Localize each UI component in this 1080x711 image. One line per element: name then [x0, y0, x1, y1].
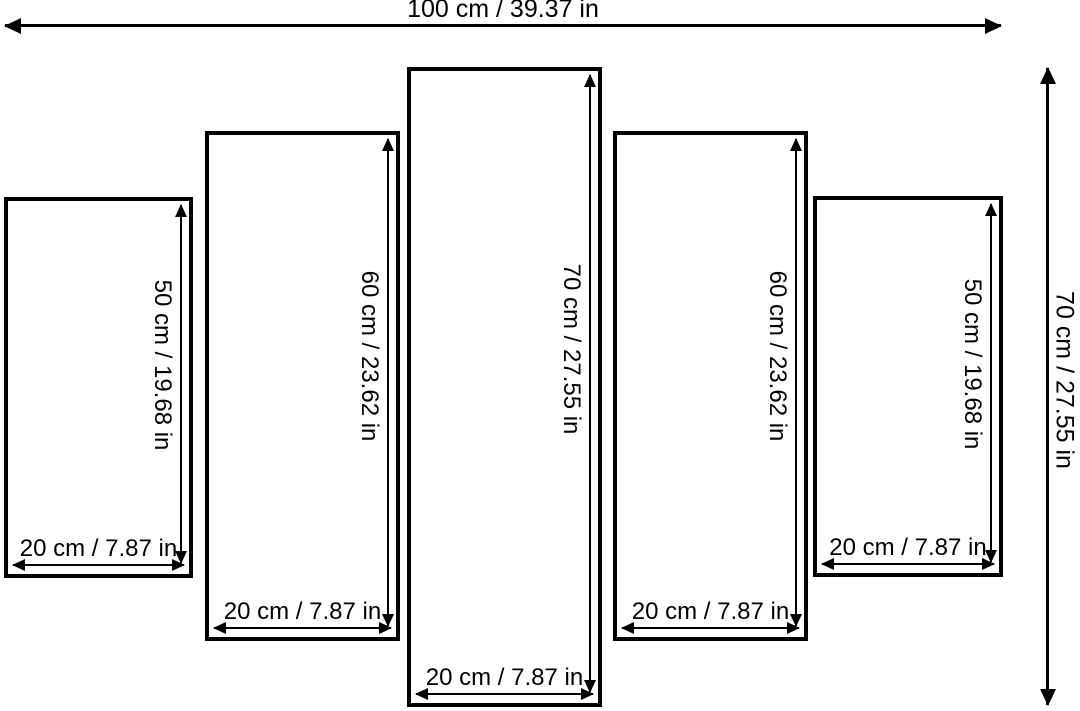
- panel-2: 60 cm / 23.62 in 20 cm / 7.87 in: [205, 131, 400, 641]
- panel-3-width-label: 20 cm / 7.87 in: [425, 664, 584, 691]
- total-width-label: 100 cm / 39.37 in: [407, 0, 599, 23]
- total-width-arrow: [5, 24, 1001, 27]
- panel-2-width-arrow: [214, 627, 391, 629]
- panel-3: 70 cm / 27.55 in 20 cm / 7.87 in: [407, 67, 602, 707]
- panel-5-width-arrow: [822, 563, 994, 565]
- panel-1: 50 cm / 19.68 in 20 cm / 7.87 in: [4, 197, 193, 578]
- panel-5: 50 cm / 19.68 in 20 cm / 7.87 in: [813, 196, 1003, 577]
- panel-2-width-label: 20 cm / 7.87 in: [223, 598, 382, 625]
- total-height-label: 70 cm / 27.55 in: [1050, 291, 1079, 469]
- panel-2-height-arrow: [387, 139, 389, 626]
- panel-4: 60 cm / 23.62 in 20 cm / 7.87 in: [613, 131, 808, 641]
- panel-4-width-label: 20 cm / 7.87 in: [631, 598, 790, 625]
- panel-5-height-arrow: [990, 204, 992, 562]
- panel-1-height-arrow: [180, 205, 182, 563]
- panel-1-height-label: 50 cm / 19.68 in: [149, 279, 176, 451]
- panel-1-width-label: 20 cm / 7.87 in: [19, 535, 178, 562]
- panel-2-height-label: 60 cm / 23.62 in: [356, 270, 383, 442]
- panel-3-width-arrow: [416, 693, 593, 695]
- panel-5-height-label: 50 cm / 19.68 in: [959, 278, 986, 450]
- panel-4-height-label: 60 cm / 23.62 in: [764, 270, 791, 442]
- panel-4-width-arrow: [622, 627, 799, 629]
- total-height-arrow: [1046, 68, 1049, 705]
- panel-5-width-label: 20 cm / 7.87 in: [829, 534, 987, 561]
- panel-1-width-arrow: [13, 564, 184, 566]
- panel-3-height-label: 70 cm / 27.55 in: [558, 263, 585, 435]
- panel-4-height-arrow: [795, 139, 797, 626]
- panel-3-height-arrow: [589, 75, 591, 692]
